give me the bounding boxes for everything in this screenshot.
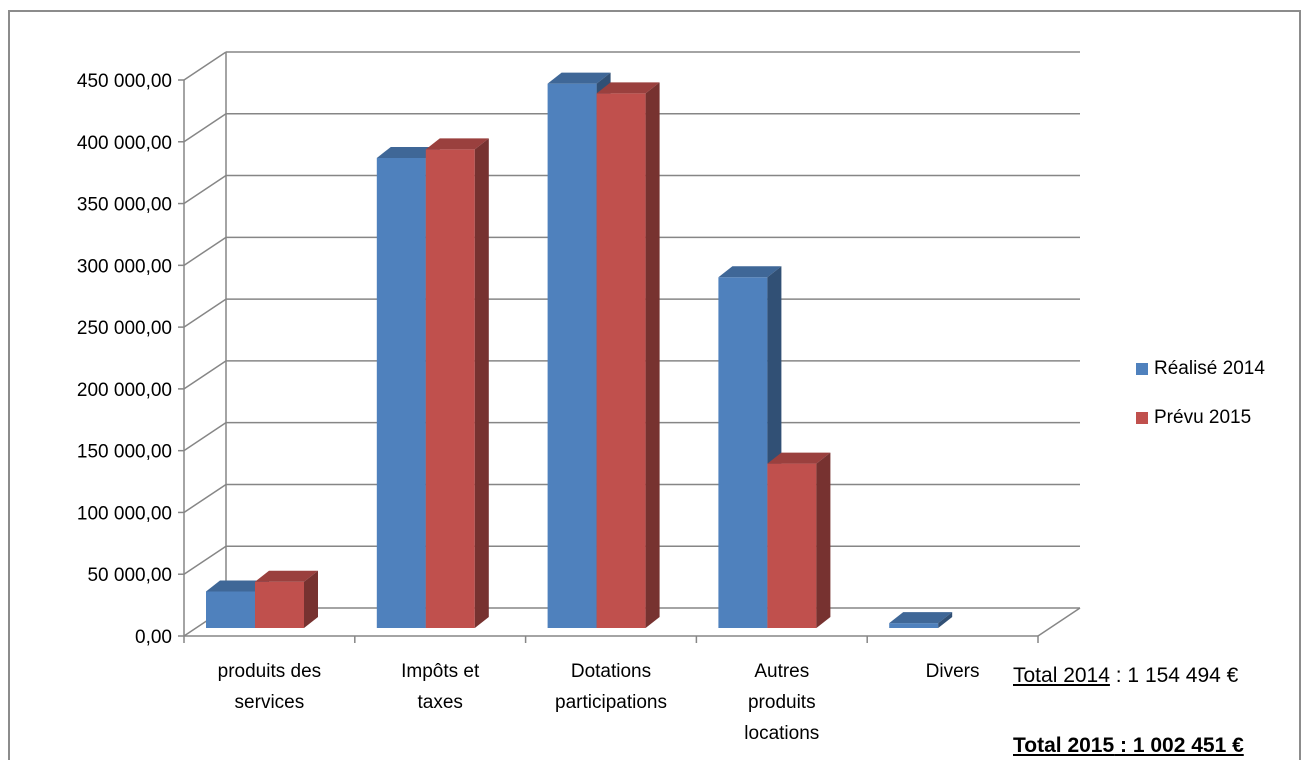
bar-top	[889, 612, 953, 624]
legend-swatch-realise-2014	[1136, 363, 1148, 375]
legend-item-prevu-2015: Prévu 2015	[1136, 407, 1251, 429]
bar-top	[206, 580, 269, 592]
gridline-wall-diagonal	[183, 422, 227, 452]
y-tick-label: 0,00	[135, 627, 172, 648]
gridline-wall-diagonal	[183, 51, 227, 81]
x-tick-label: Divers	[926, 661, 980, 682]
gridline-wall-diagonal	[183, 174, 227, 205]
gridline-wall-diagonal	[183, 545, 227, 575]
gridline-wall-diagonal	[183, 113, 227, 143]
gridline-wall-diagonal	[183, 236, 227, 266]
y-tick-label: 450 000,00	[77, 71, 172, 92]
legend-swatch-prevu-2015	[1136, 412, 1148, 424]
bar-side	[938, 612, 953, 628]
bar-front	[889, 623, 939, 628]
bar-side	[816, 452, 831, 628]
y-tick-label: 100 000,00	[77, 503, 172, 524]
total-2015-value: : 1 002 451 €	[1114, 734, 1244, 757]
bar-front	[376, 157, 426, 628]
bar-front	[547, 83, 597, 629]
bar-top	[255, 570, 318, 582]
total-2014: Total 2014 : 1 154 494 €	[1013, 664, 1238, 688]
y-tick-label: 350 000,00	[77, 195, 172, 216]
floor-edge	[1037, 607, 1081, 637]
x-tick-label: services	[235, 692, 305, 713]
x-tick-label: Dotations	[571, 661, 651, 682]
bar-top	[767, 452, 831, 464]
bar-side	[304, 570, 318, 628]
y-tick-label: 200 000,00	[77, 380, 172, 401]
bar-top	[425, 138, 489, 150]
bar-front	[767, 463, 817, 628]
chart-frame	[8, 10, 1301, 760]
bar-front	[596, 93, 646, 628]
x-tick-label: Autres	[754, 661, 809, 682]
x-tick-label: produits	[748, 692, 816, 713]
legend-label-realise-2014: Réalisé 2014	[1154, 358, 1265, 379]
total-2015: Total 2015 : 1 002 451 €	[1013, 734, 1244, 758]
gridline-wall-diagonal	[183, 483, 227, 514]
bar-side	[645, 82, 660, 628]
bar-side	[474, 138, 489, 628]
legend-label-prevu-2015: Prévu 2015	[1154, 407, 1252, 428]
bar-front	[206, 591, 255, 628]
x-tick-label: participations	[555, 692, 667, 713]
bar-top	[718, 266, 782, 278]
y-tick-label: 250 000,00	[77, 318, 172, 339]
x-tick-label: produits des	[218, 661, 322, 682]
bar-front	[425, 149, 475, 628]
legend-item-realise-2014: Réalisé 2014	[1136, 358, 1265, 380]
gridline-wall-diagonal	[183, 360, 227, 390]
x-tick-label: locations	[744, 723, 819, 744]
total-2014-value: : 1 154 494 €	[1109, 664, 1239, 687]
bar-front	[255, 581, 304, 628]
gridline-wall-diagonal	[183, 298, 227, 328]
total-2015-label: Total 2015	[1013, 734, 1115, 757]
total-2014-label: Total 2014	[1013, 664, 1110, 687]
y-tick-label: 150 000,00	[77, 442, 172, 463]
bar-top	[547, 72, 611, 84]
x-tick-label: taxes	[417, 692, 462, 713]
bar-front	[718, 277, 768, 628]
x-tick-label: Impôts et	[401, 661, 480, 682]
y-tick-label: 300 000,00	[77, 256, 172, 277]
y-tick-label: 400 000,00	[77, 133, 172, 154]
bar-top	[596, 82, 660, 94]
bar-top	[376, 146, 440, 158]
y-tick-label: 50 000,00	[87, 565, 172, 586]
